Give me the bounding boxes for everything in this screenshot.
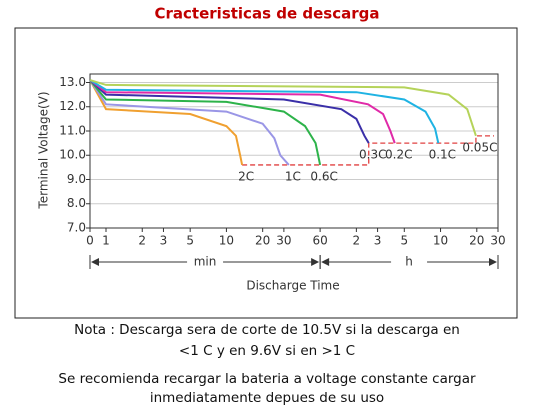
x-tick-label: 20 xyxy=(469,234,484,248)
series-line xyxy=(89,79,440,144)
x-tick-label: 1 xyxy=(102,234,110,248)
series-label: 0.6C xyxy=(310,169,337,183)
y-tick-label: 10.0 xyxy=(59,148,86,162)
series-line xyxy=(89,79,370,144)
y-axis-label: Terminal Voltage(V) xyxy=(37,91,51,209)
x-tick-label: 10 xyxy=(433,234,448,248)
x-tick-label: 60 xyxy=(312,234,327,248)
y-tick-label: 11.0 xyxy=(59,123,86,137)
plot-frame xyxy=(89,73,499,229)
series-label: 0.1C xyxy=(429,148,456,162)
x-tick-label: 0 xyxy=(86,234,94,248)
series-label: 0.2C xyxy=(385,148,412,162)
x-tick-label: 2 xyxy=(353,234,361,248)
series-line xyxy=(89,79,322,166)
y-tick-label: 13.0 xyxy=(59,75,86,89)
series-line xyxy=(89,79,477,137)
series-label: 2C xyxy=(238,169,254,183)
y-tick-label: 12.0 xyxy=(59,99,86,113)
note: Se recomienda recargar la bateria a volt… xyxy=(58,371,476,387)
y-tick-label: 9.0 xyxy=(67,172,86,186)
note: inmediatamente depues de su uso xyxy=(150,390,384,406)
chart-frame xyxy=(14,27,518,319)
span-label: min xyxy=(194,255,217,269)
series-label: 0.3C xyxy=(359,148,386,162)
x-axis-label: Discharge Time xyxy=(246,279,339,293)
x-tick-label: 3 xyxy=(374,234,382,248)
note: <1 C y en 9.6V si en >1 C xyxy=(179,343,355,359)
series-line xyxy=(89,79,244,166)
cutoff-line xyxy=(242,135,494,166)
y-tick-label: 8.0 xyxy=(67,196,86,210)
series-line xyxy=(89,79,396,144)
y-tick-label: 7.0 xyxy=(67,221,86,235)
chart-title: Cracteristicas de descarga xyxy=(155,5,380,23)
x-tick-label: 2 xyxy=(138,234,146,248)
series-line xyxy=(89,79,290,166)
x-tick-label: 10 xyxy=(219,234,234,248)
note: Nota : Descarga sera de corte de 10.5V s… xyxy=(74,322,460,338)
span-label: h xyxy=(405,255,413,269)
series-label: 1C xyxy=(285,169,301,183)
x-tick-label: 30 xyxy=(276,234,291,248)
series-label: 0.05C xyxy=(462,140,497,154)
x-tick-label: 5 xyxy=(186,234,194,248)
x-tick-label: 20 xyxy=(255,234,270,248)
x-tick-label: 30 xyxy=(490,234,505,248)
x-tick-label: 5 xyxy=(400,234,408,248)
x-tick-label: 3 xyxy=(160,234,168,248)
